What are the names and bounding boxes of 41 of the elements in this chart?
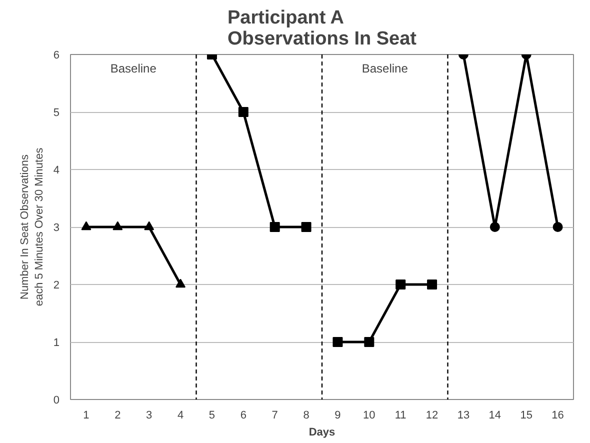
x-tick-label: 7	[272, 410, 278, 422]
y-tick-label: 5	[53, 107, 60, 119]
point	[364, 337, 374, 347]
x-tick-label: 15	[520, 410, 532, 422]
y-tick-label: 2	[53, 280, 60, 292]
point	[301, 222, 312, 232]
x-tick-label: 10	[363, 410, 376, 422]
chart-title: Participant A Observations In Seat	[227, 8, 418, 50]
point	[112, 221, 123, 230]
x-tick-label: 4	[177, 410, 184, 422]
annotation: Baseline	[110, 61, 157, 76]
point	[81, 221, 92, 230]
x-tick-label: 2	[114, 410, 121, 422]
x-tick-label: 1	[83, 410, 90, 422]
x-tick-label: 12	[426, 410, 438, 422]
x-tick-label: 14	[488, 410, 502, 422]
x-tick-label: 11	[394, 410, 406, 422]
x-tick-label: 9	[334, 410, 341, 422]
point	[427, 280, 438, 290]
y-tick-label: 1	[53, 337, 60, 349]
x-tick-label: 16	[552, 410, 564, 422]
annotation: Baseline	[362, 61, 408, 76]
point	[490, 222, 500, 232]
point	[332, 337, 343, 347]
point	[144, 221, 154, 230]
y-axis-title: Number In Seat Observations each 5 Minutes Over 30 Minutes	[18, 147, 46, 306]
y-tick-label: 4	[53, 164, 60, 176]
x-tick-label: 8	[303, 410, 310, 422]
x-tick-label: 6	[240, 410, 246, 422]
x-tick-label: 13	[457, 410, 470, 422]
point	[176, 278, 186, 288]
point	[552, 222, 563, 232]
point	[270, 222, 280, 232]
x-axis-title: Days	[308, 426, 336, 438]
point	[238, 107, 248, 117]
point	[396, 280, 406, 290]
y-tick-label: 3	[53, 222, 60, 234]
y-tick-label: 6	[53, 50, 60, 62]
x-tick-label: 5	[208, 410, 216, 422]
x-tick-label: 3	[146, 410, 152, 422]
y-tick-label: 0	[53, 394, 60, 406]
